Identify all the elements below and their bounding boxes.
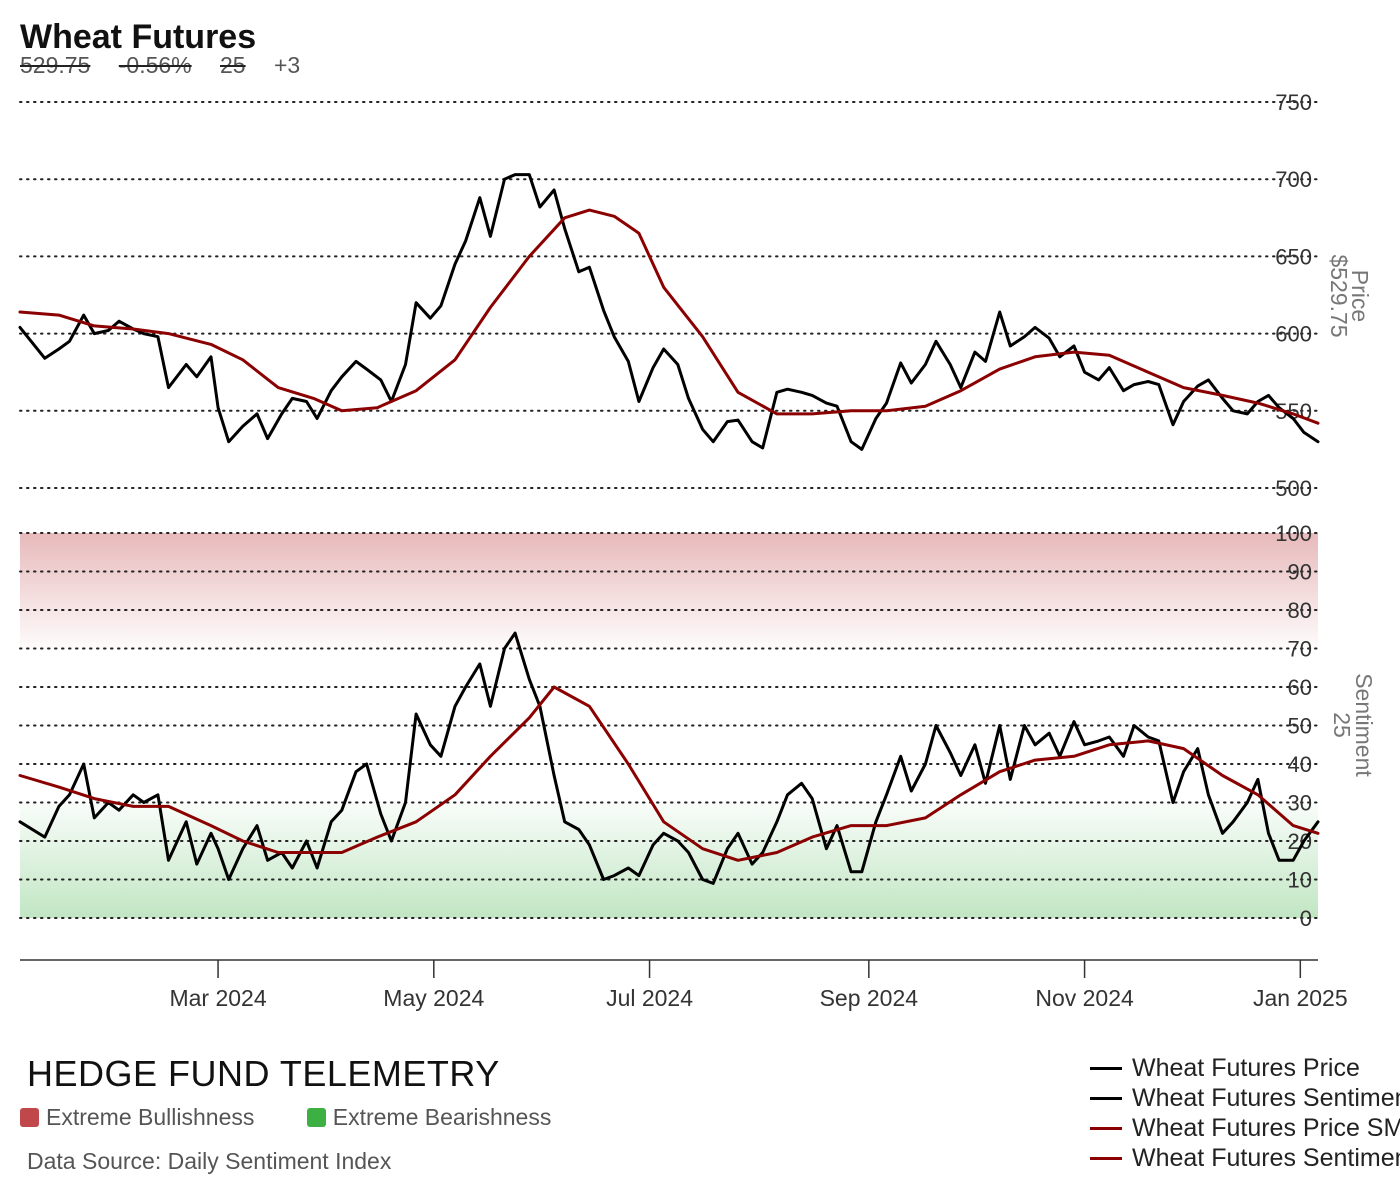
legend-line-icon — [1090, 1096, 1122, 1100]
series-line-wheat-futures-sentiment-sma — [18, 685, 1320, 862]
y-tick-label: 40 — [1288, 752, 1312, 777]
legend-label: Wheat Futures Price SMA — [1132, 1113, 1400, 1142]
y-tick-label: 600 — [1275, 322, 1312, 347]
bear-swatch-icon — [306, 1108, 326, 1127]
zone-key-bear: Extreme Bearishness — [306, 1104, 552, 1131]
data-source: Data Source: Daily Sentiment Index — [27, 1148, 392, 1174]
y-tick-label: 100 — [1275, 521, 1312, 546]
legend-label: Wheat Futures Sentiment — [1132, 1083, 1400, 1112]
price-axis-title: Price — [1347, 270, 1373, 322]
legend-item-sentiment[interactable]: Wheat Futures Sentiment — [1090, 1083, 1400, 1113]
chart-legend: Wheat Futures Price Wheat Futures Sentim… — [1090, 1053, 1400, 1173]
bull-swatch-icon — [20, 1108, 39, 1127]
legend-line-icon — [1090, 1156, 1122, 1160]
zone-extreme-bearishness — [20, 803, 1318, 918]
header-stats: 529.75 -0.56% 25 +3 — [20, 52, 300, 79]
x-tick-label: Sep 2024 — [820, 985, 919, 1011]
series-line-wheat-futures-price — [18, 173, 1320, 451]
x-tick-label: Jul 2024 — [606, 985, 693, 1011]
y-tick-label: 650 — [1275, 244, 1312, 269]
y-tick-label: 90 — [1288, 560, 1312, 585]
x-tick-label: Mar 2024 — [169, 985, 266, 1011]
legend-line-icon — [1090, 1066, 1122, 1070]
sentiment-axis-title: Sentiment — [1351, 673, 1377, 777]
legend-item-price[interactable]: Wheat Futures Price — [1090, 1053, 1400, 1083]
legend-label: Wheat Futures Sentiment SMA — [1132, 1143, 1400, 1172]
chart-title: Wheat Futures — [20, 18, 257, 56]
y-tick-label: 500 — [1275, 476, 1312, 501]
header-sentiment: 25 — [220, 52, 246, 78]
wheat-futures-chart: 5005506006507007500102030405060708090100… — [18, 90, 1377, 1011]
header-change: -0.56% — [118, 52, 192, 78]
y-tick-label: 10 — [1288, 868, 1312, 893]
header-price: 529.75 — [20, 52, 91, 78]
x-tick-label: May 2024 — [383, 985, 484, 1011]
zone-key: Extreme Bullishness Extreme Bearishness — [20, 1104, 597, 1133]
header-sentiment-change: +3 — [274, 52, 301, 78]
zone-key-bear-label: Extreme Bearishness — [332, 1104, 552, 1130]
series-line-wheat-futures-price-sma — [18, 208, 1320, 425]
y-tick-label: 750 — [1275, 90, 1312, 115]
zone-key-bull-label: Extreme Bullishness — [46, 1104, 255, 1130]
y-tick-label: 60 — [1288, 675, 1312, 700]
y-tick-label: 70 — [1288, 637, 1312, 662]
legend-item-price-sma[interactable]: Wheat Futures Price SMA — [1090, 1113, 1400, 1143]
sentiment-last-value: 25 — [1329, 712, 1355, 738]
legend-label: Wheat Futures Price — [1132, 1053, 1360, 1082]
legend-item-sentiment-sma[interactable]: Wheat Futures Sentiment SMA — [1090, 1143, 1400, 1173]
legend-line-icon — [1090, 1126, 1122, 1130]
y-tick-label: 0 — [1300, 906, 1312, 931]
price-last-value: $529.75 — [1326, 254, 1352, 337]
zone-key-bull: Extreme Bullishness — [20, 1104, 254, 1131]
brand-name: HEDGE FUND TELEMETRY — [27, 1053, 500, 1094]
y-tick-label: 80 — [1288, 598, 1312, 623]
x-tick-label: Jan 2025 — [1253, 985, 1348, 1011]
y-tick-label: 50 — [1288, 714, 1312, 739]
zone-extreme-bullishness — [20, 533, 1318, 648]
y-tick-label: 700 — [1275, 167, 1312, 192]
x-tick-label: Nov 2024 — [1035, 985, 1134, 1011]
y-tick-label: 30 — [1288, 791, 1312, 816]
